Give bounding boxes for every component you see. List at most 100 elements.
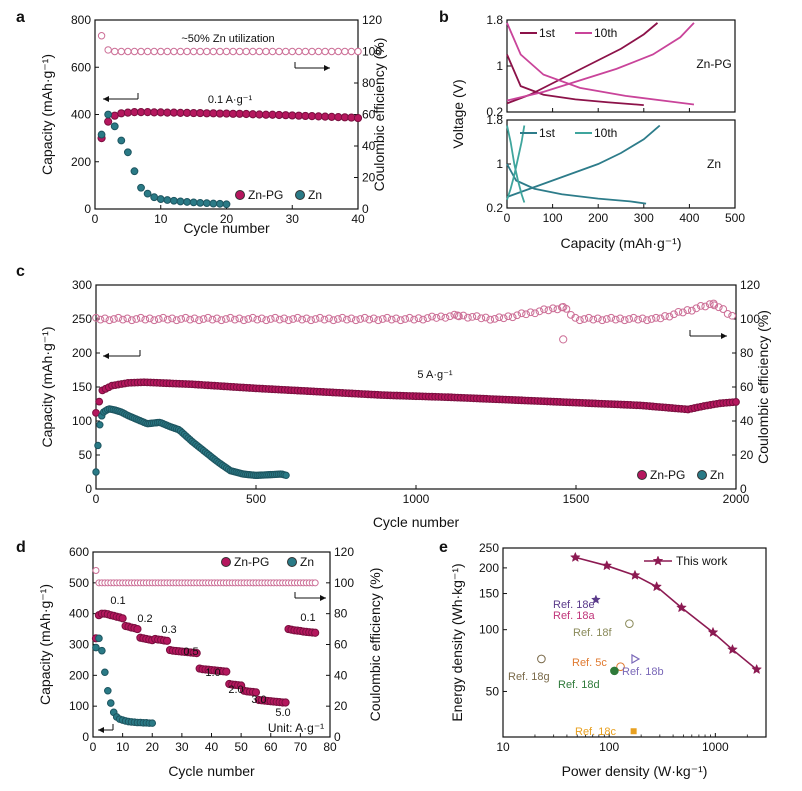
- legend-zn-pg-label: Zn-PG: [650, 468, 685, 482]
- ce-point: [692, 304, 701, 313]
- annotation-utilization: ~50% Zn utilization: [181, 33, 274, 45]
- ce-point: [271, 313, 280, 322]
- panel-e-label: e: [439, 539, 448, 556]
- y-tick-label: 600: [71, 60, 91, 74]
- y-tick-label: 0.2: [486, 105, 503, 119]
- ce-point: [387, 315, 396, 324]
- ce-point: [625, 315, 634, 323]
- ce-point: [405, 313, 414, 322]
- ce-point: [230, 315, 239, 324]
- ce-point: [253, 315, 262, 324]
- legend-this-work-label: This work: [676, 554, 728, 568]
- legend-zn-pg-label: Zn-PG: [248, 188, 283, 202]
- zn-point: [96, 421, 104, 429]
- ce-point: [544, 306, 553, 315]
- y-tick-label: 200: [69, 668, 89, 682]
- legend-zn-pg-label: Zn-PG: [234, 555, 269, 569]
- ce-point: [130, 47, 139, 56]
- ce-point: [602, 315, 611, 323]
- ce-point: [647, 315, 656, 323]
- voltage-curve-10th-discharge: [506, 125, 526, 203]
- x-tick-label: 300: [634, 211, 654, 225]
- ce-point: [670, 310, 678, 319]
- ce-point: [723, 310, 732, 318]
- ce-point: [401, 315, 410, 323]
- y-axis-label: Voltage (V): [450, 79, 466, 148]
- ce-point: [540, 305, 548, 314]
- legend-zn-label: Zn: [710, 468, 724, 482]
- rate-label: 0.5: [183, 646, 198, 658]
- ref-label: Ref. 18d: [558, 679, 600, 691]
- ce-point: [157, 47, 165, 56]
- x-tick-label: 80: [323, 740, 337, 754]
- zn-pg-point: [732, 398, 740, 406]
- ce-point: [593, 314, 602, 323]
- ref-18f-marker: [625, 619, 634, 628]
- zn-point: [95, 634, 103, 643]
- ce-point: [302, 314, 311, 323]
- legend-this-work-marker: [652, 555, 664, 566]
- zn-point: [123, 148, 132, 157]
- arrow-ce-axis-head: [320, 595, 326, 601]
- ce-point: [710, 301, 719, 310]
- zn-point: [170, 196, 178, 205]
- x-tick-label: 500: [246, 492, 266, 506]
- ce-point: [257, 314, 266, 323]
- ce-point: [728, 311, 737, 320]
- legend-1st-label: 1st: [539, 26, 556, 40]
- ce-point: [262, 316, 271, 325]
- voltage-curve-1st-discharge: [506, 54, 644, 106]
- legend-zn-marker: [287, 557, 297, 567]
- ce-point: [295, 47, 303, 56]
- y-tick-label: 0: [82, 730, 89, 744]
- ce-point: [347, 314, 356, 323]
- annotation-rate: 0.1 A·g⁻¹: [208, 94, 253, 106]
- ce-point: [314, 47, 323, 56]
- ce-point: [222, 47, 231, 56]
- ref-18g-marker: [537, 654, 546, 664]
- zn-pg-point: [222, 667, 231, 676]
- voltage-curve-10th-discharge: [506, 22, 695, 106]
- ce-point: [575, 316, 584, 325]
- this-work-point: [707, 626, 719, 637]
- y-tick-label: 1: [496, 59, 503, 73]
- y-tick-label: 300: [69, 638, 89, 652]
- y2-axis-label: Coulombic efficiency (%): [367, 568, 383, 722]
- ce-point: [432, 314, 441, 322]
- ce-point: [423, 314, 432, 322]
- ce-point: [101, 314, 109, 323]
- y-tick-label: 400: [71, 108, 91, 122]
- ce-point: [674, 307, 683, 316]
- y-tick-label: 250: [479, 541, 499, 555]
- y2-axis-label: Coulombic efficiency (%): [755, 310, 771, 464]
- zn-point: [176, 197, 185, 206]
- ref-18b-marker: [631, 653, 641, 664]
- x-tick-label: 2000: [723, 492, 750, 506]
- ce-point: [118, 315, 127, 324]
- y2-tick-label: 80: [362, 76, 376, 90]
- ce-point: [97, 32, 106, 40]
- legend-zn-pg-marker: [221, 557, 231, 567]
- ce-point: [163, 315, 172, 324]
- this-work-point: [569, 551, 581, 562]
- ce-point: [365, 315, 374, 324]
- ce-point: [687, 306, 696, 315]
- ce-point: [414, 314, 423, 323]
- ce-point: [360, 313, 369, 322]
- ce-point: [177, 315, 186, 323]
- y-tick-label: 400: [69, 607, 89, 621]
- ref-18c-marker: [630, 728, 637, 735]
- zn-point: [101, 668, 109, 677]
- ce-point: [616, 314, 625, 323]
- ce-point: [311, 579, 319, 587]
- ce-point: [428, 312, 436, 321]
- ce-point: [266, 315, 275, 323]
- y-tick-label: 250: [72, 312, 92, 326]
- ce-point: [634, 315, 642, 324]
- panel-a-label: a: [16, 9, 25, 26]
- ce-point: [208, 315, 217, 324]
- ce-point: [410, 315, 418, 324]
- ce-point: [661, 312, 669, 320]
- rate-label: 2.0: [228, 684, 243, 696]
- zn-point: [104, 686, 112, 695]
